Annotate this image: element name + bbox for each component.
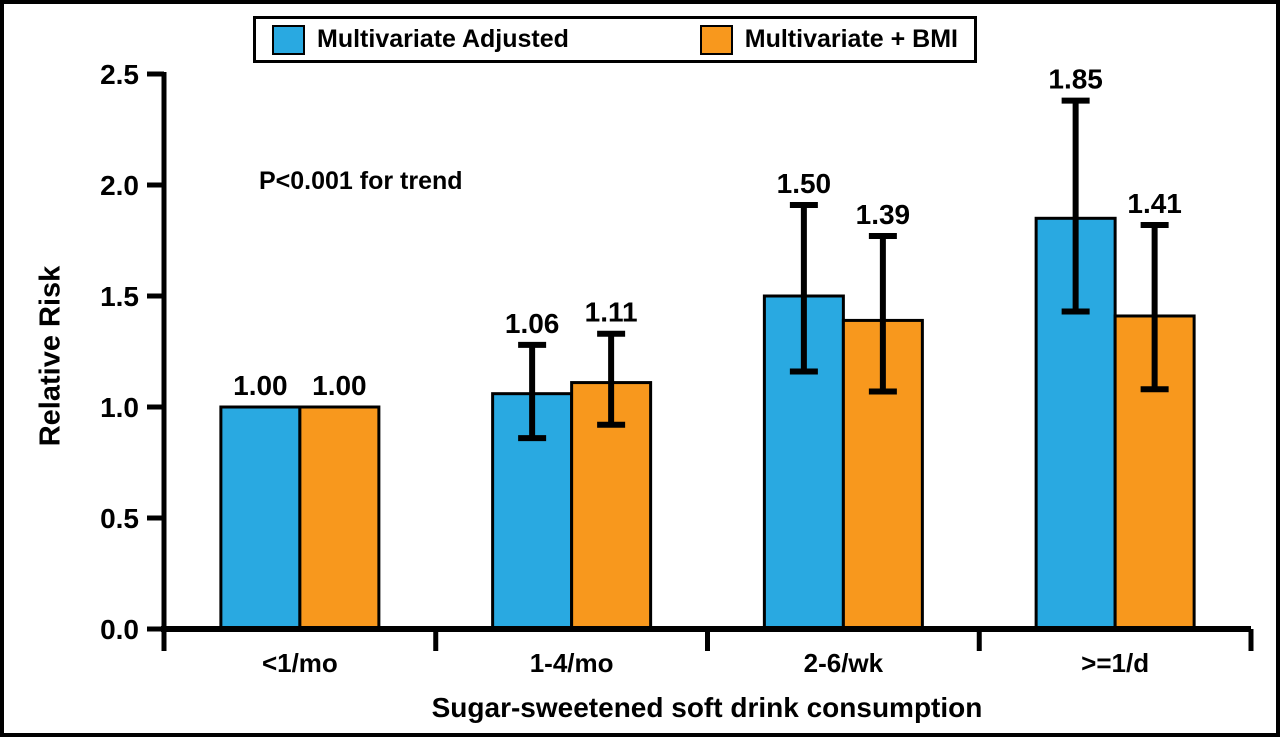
bar-value-label: 1.06 [505, 308, 560, 339]
x-tick-label: 1-4/mo [530, 648, 614, 678]
y-tick-label: 1.0 [100, 392, 139, 423]
x-axis-title: Sugar-sweetened soft drink consumption [431, 692, 983, 723]
bar-value-label: 1.00 [312, 370, 367, 401]
trend-p-value-annotation: P<0.001 for trend [259, 167, 463, 195]
legend-swatch-multivariate-adjusted-icon [272, 24, 305, 55]
legend: Multivariate Adjusted Multivariate + BMI [253, 16, 977, 63]
bar-value-label: 1.11 [585, 297, 638, 328]
y-tick-label: 0.0 [100, 614, 139, 645]
bar-value-label: 1.39 [856, 199, 911, 230]
y-tick-label: 0.5 [100, 503, 139, 534]
bar-value-label: 1.85 [1048, 64, 1103, 95]
x-tick-label: 2-6/wk [804, 648, 884, 678]
x-tick-label: >=1/d [1081, 648, 1149, 678]
bar-chart-svg: 0.0 0.5 1.0 1.5 2.0 2.5 <1/mo 1-4/mo 2-6/wk >=1/d… [100, 59, 1254, 678]
y-tick-label: 2.0 [100, 170, 139, 201]
bar-value-label: 1.50 [777, 168, 832, 199]
legend-label: Multivariate Adjusted [317, 25, 569, 53]
legend-swatch-multivariate-bmi-icon [699, 24, 733, 55]
y-tick-label: 2.5 [100, 59, 139, 90]
x-tick-label: <1/mo [262, 648, 338, 678]
bar-bmi-1-4/mo [570, 381, 653, 631]
bar-value-label: 1.41 [1127, 188, 1182, 219]
bar-bmi-<1/mo [298, 405, 381, 631]
y-axis-title: Relative Risk [34, 265, 67, 447]
legend-item-multivariate-adjusted: Multivariate Adjusted [272, 24, 569, 55]
bar-adjusted-<1/mo [219, 405, 302, 631]
y-tick-label: 1.5 [100, 281, 139, 312]
legend-label: Multivariate + BMI [744, 25, 958, 53]
legend-item-multivariate-bmi: Multivariate + BMI [699, 24, 958, 55]
bar-value-label: 1.00 [233, 370, 288, 401]
